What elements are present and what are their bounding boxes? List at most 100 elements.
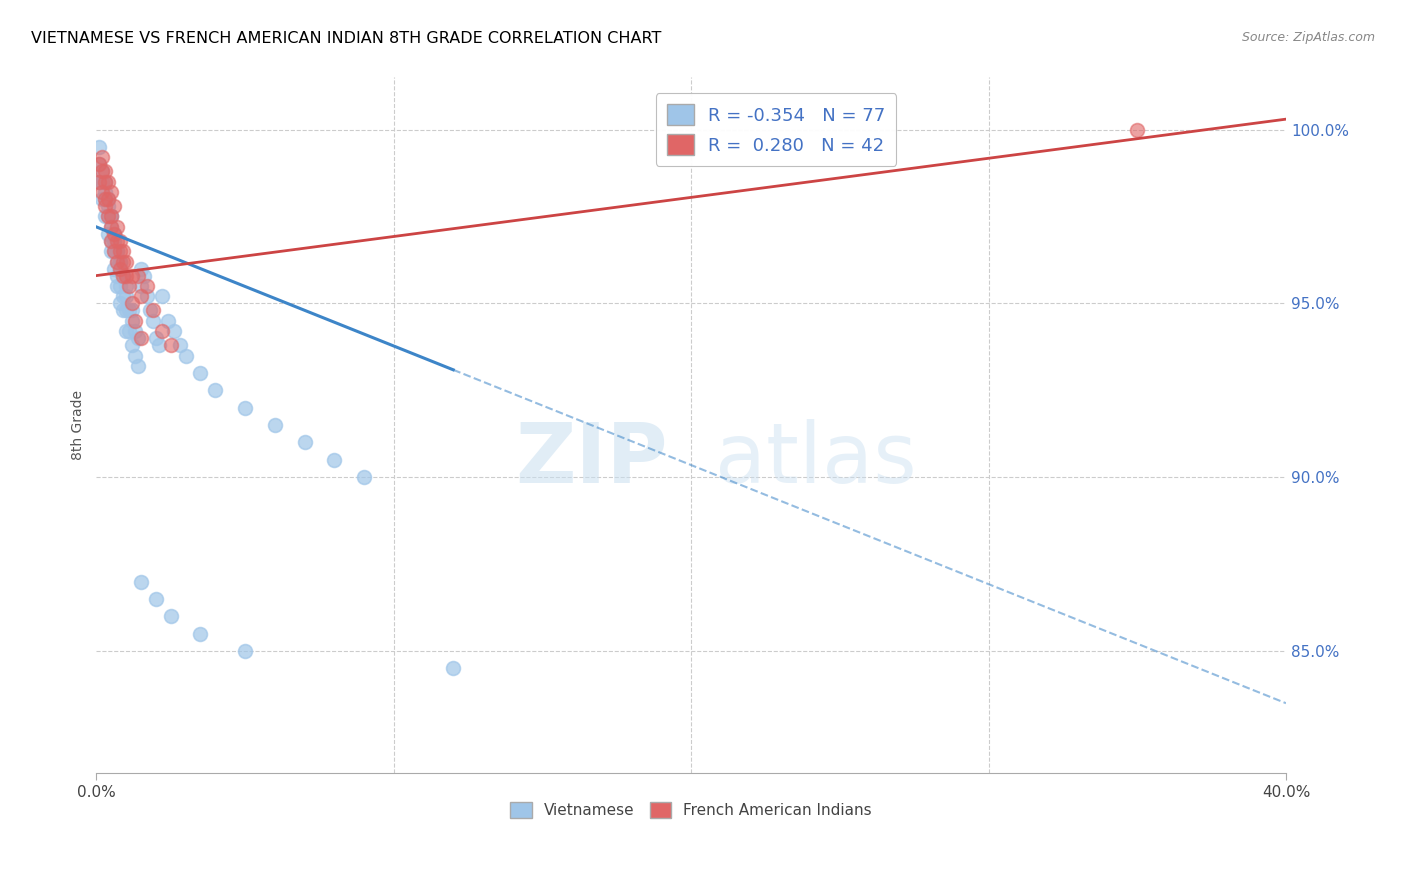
Point: [129, 331, 152, 345]
Point: [121, 303, 143, 318]
Point: [112, 268, 135, 283]
Point: [105, 268, 128, 283]
Point: [127, 331, 149, 345]
Point: [105, 234, 128, 248]
Point: [132, 268, 155, 283]
Point: [108, 254, 131, 268]
Point: [139, 303, 162, 318]
Point: [105, 279, 128, 293]
Text: ZIP: ZIP: [515, 419, 668, 500]
Point: [112, 303, 135, 318]
Point: [263, 418, 285, 433]
Point: [94, 175, 117, 189]
Text: VIETNAMESE VS FRENCH AMERICAN INDIAN 8TH GRADE CORRELATION CHART: VIETNAMESE VS FRENCH AMERICAN INDIAN 8TH…: [31, 31, 661, 46]
Point: [97, 192, 120, 206]
Point: [97, 210, 120, 224]
Point: [97, 175, 120, 189]
Point: [97, 199, 120, 213]
Point: [100, 219, 122, 234]
Point: [112, 268, 135, 283]
Point: [108, 261, 131, 276]
Point: [118, 303, 141, 318]
Point: [112, 244, 135, 259]
Point: [115, 303, 138, 318]
Legend: Vietnamese, French American Indians: Vietnamese, French American Indians: [505, 796, 879, 824]
Point: [108, 279, 131, 293]
Point: [159, 609, 181, 624]
Text: Source: ZipAtlas.com: Source: ZipAtlas.com: [1241, 31, 1375, 45]
Point: [105, 244, 128, 259]
Point: [135, 289, 157, 303]
Point: [100, 210, 122, 224]
Point: [169, 338, 191, 352]
Point: [121, 314, 143, 328]
Point: [108, 296, 131, 310]
Point: [124, 314, 146, 328]
Point: [100, 244, 122, 259]
Point: [105, 219, 128, 234]
Text: atlas: atlas: [714, 419, 917, 500]
Point: [115, 324, 138, 338]
Point: [112, 254, 135, 268]
Point: [97, 227, 120, 241]
Point: [108, 244, 131, 259]
Point: [150, 289, 173, 303]
Point: [94, 185, 117, 199]
Point: [103, 227, 125, 241]
Point: [129, 279, 152, 293]
Point: [103, 234, 125, 248]
Point: [100, 234, 122, 248]
Point: [190, 626, 212, 640]
Point: [129, 261, 152, 276]
Point: [124, 349, 146, 363]
Point: [129, 289, 152, 303]
Point: [89, 157, 111, 171]
Point: [115, 268, 138, 283]
Point: [94, 192, 117, 206]
Point: [323, 453, 346, 467]
Point: [94, 175, 117, 189]
Point: [159, 338, 181, 352]
Point: [145, 331, 167, 345]
Point: [127, 359, 149, 373]
Point: [190, 366, 212, 380]
Point: [97, 192, 120, 206]
Point: [124, 324, 146, 338]
Point: [91, 192, 114, 206]
Point: [94, 199, 117, 213]
Point: [103, 244, 125, 259]
Point: [148, 338, 170, 352]
Point: [129, 574, 152, 589]
Point: [94, 210, 117, 224]
Point: [115, 279, 138, 293]
Point: [100, 210, 122, 224]
Point: [91, 164, 114, 178]
Point: [89, 175, 111, 189]
Point: [142, 314, 165, 328]
Point: [150, 324, 173, 338]
Point: [174, 349, 197, 363]
Point: [103, 261, 125, 276]
Point: [97, 210, 120, 224]
Point: [94, 192, 117, 206]
Point: [118, 279, 141, 293]
Point: [233, 644, 256, 658]
Point: [103, 199, 125, 213]
Point: [121, 296, 143, 310]
Point: [108, 234, 131, 248]
Point: [112, 268, 135, 283]
Point: [100, 234, 122, 248]
Point: [135, 279, 157, 293]
Point: [91, 185, 114, 199]
Y-axis label: 8th Grade: 8th Grade: [72, 390, 86, 460]
Point: [1126, 122, 1149, 136]
Point: [91, 164, 114, 178]
Point: [233, 401, 256, 415]
Point: [105, 254, 128, 268]
Point: [91, 150, 114, 164]
Point: [103, 227, 125, 241]
Point: [127, 268, 149, 283]
Point: [294, 435, 316, 450]
Point: [100, 185, 122, 199]
Point: [100, 210, 122, 224]
